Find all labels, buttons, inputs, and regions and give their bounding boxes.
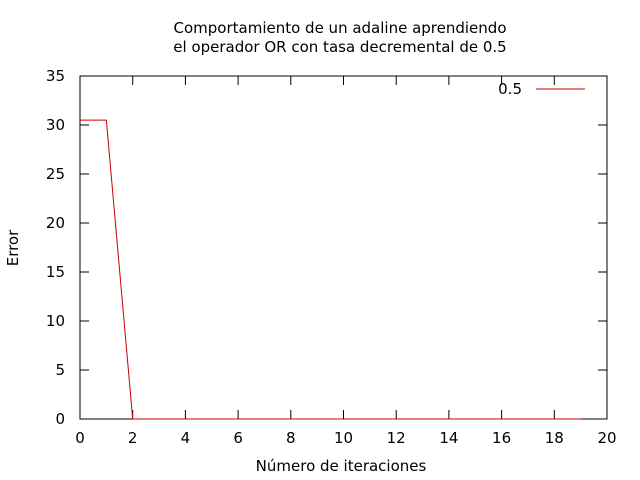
chart-title-line-2: el operador OR con tasa decremental de 0…	[173, 38, 506, 56]
x-tick-label: 10	[334, 429, 353, 447]
x-tick-label: 18	[545, 429, 564, 447]
y-tick-label: 15	[46, 263, 65, 281]
x-tick-label: 2	[128, 429, 138, 447]
y-axis-label: Error	[4, 229, 22, 266]
series-layer	[80, 119, 581, 420]
chart-title-line-1: Comportamiento de un adaline aprendiendo	[174, 19, 507, 37]
x-tick-label: 20	[597, 429, 616, 447]
x-tick-label: 4	[181, 429, 191, 447]
legend-label: 0.5	[498, 80, 522, 98]
y-tick-label: 35	[46, 67, 65, 85]
x-tick-label: 14	[439, 429, 458, 447]
x-tick-label: 6	[233, 429, 243, 447]
series-line	[80, 119, 581, 420]
y-tick-label: 30	[46, 116, 65, 134]
y-tick-label: 10	[46, 312, 65, 330]
x-tick-label: 12	[387, 429, 406, 447]
y-tick-label: 5	[55, 361, 65, 379]
x-tick-label: 8	[286, 429, 296, 447]
x-axis-ticks: 0 2 4 6 8 10 12 14 16 18 20	[75, 76, 617, 447]
y-axis-ticks: 0 5 10 15 20 25 30 35	[46, 67, 607, 428]
x-axis-label: Número de iteraciones	[256, 457, 427, 475]
x-tick-label: 0	[75, 429, 85, 447]
plot-frame	[79, 75, 608, 420]
chart-title: Comportamiento de un adaline aprendiendo…	[173, 19, 506, 56]
y-tick-label: 20	[46, 214, 65, 232]
y-tick-label: 0	[55, 410, 65, 428]
x-tick-label: 16	[492, 429, 511, 447]
y-tick-label: 25	[46, 165, 65, 183]
legend: 0.5	[498, 80, 585, 98]
